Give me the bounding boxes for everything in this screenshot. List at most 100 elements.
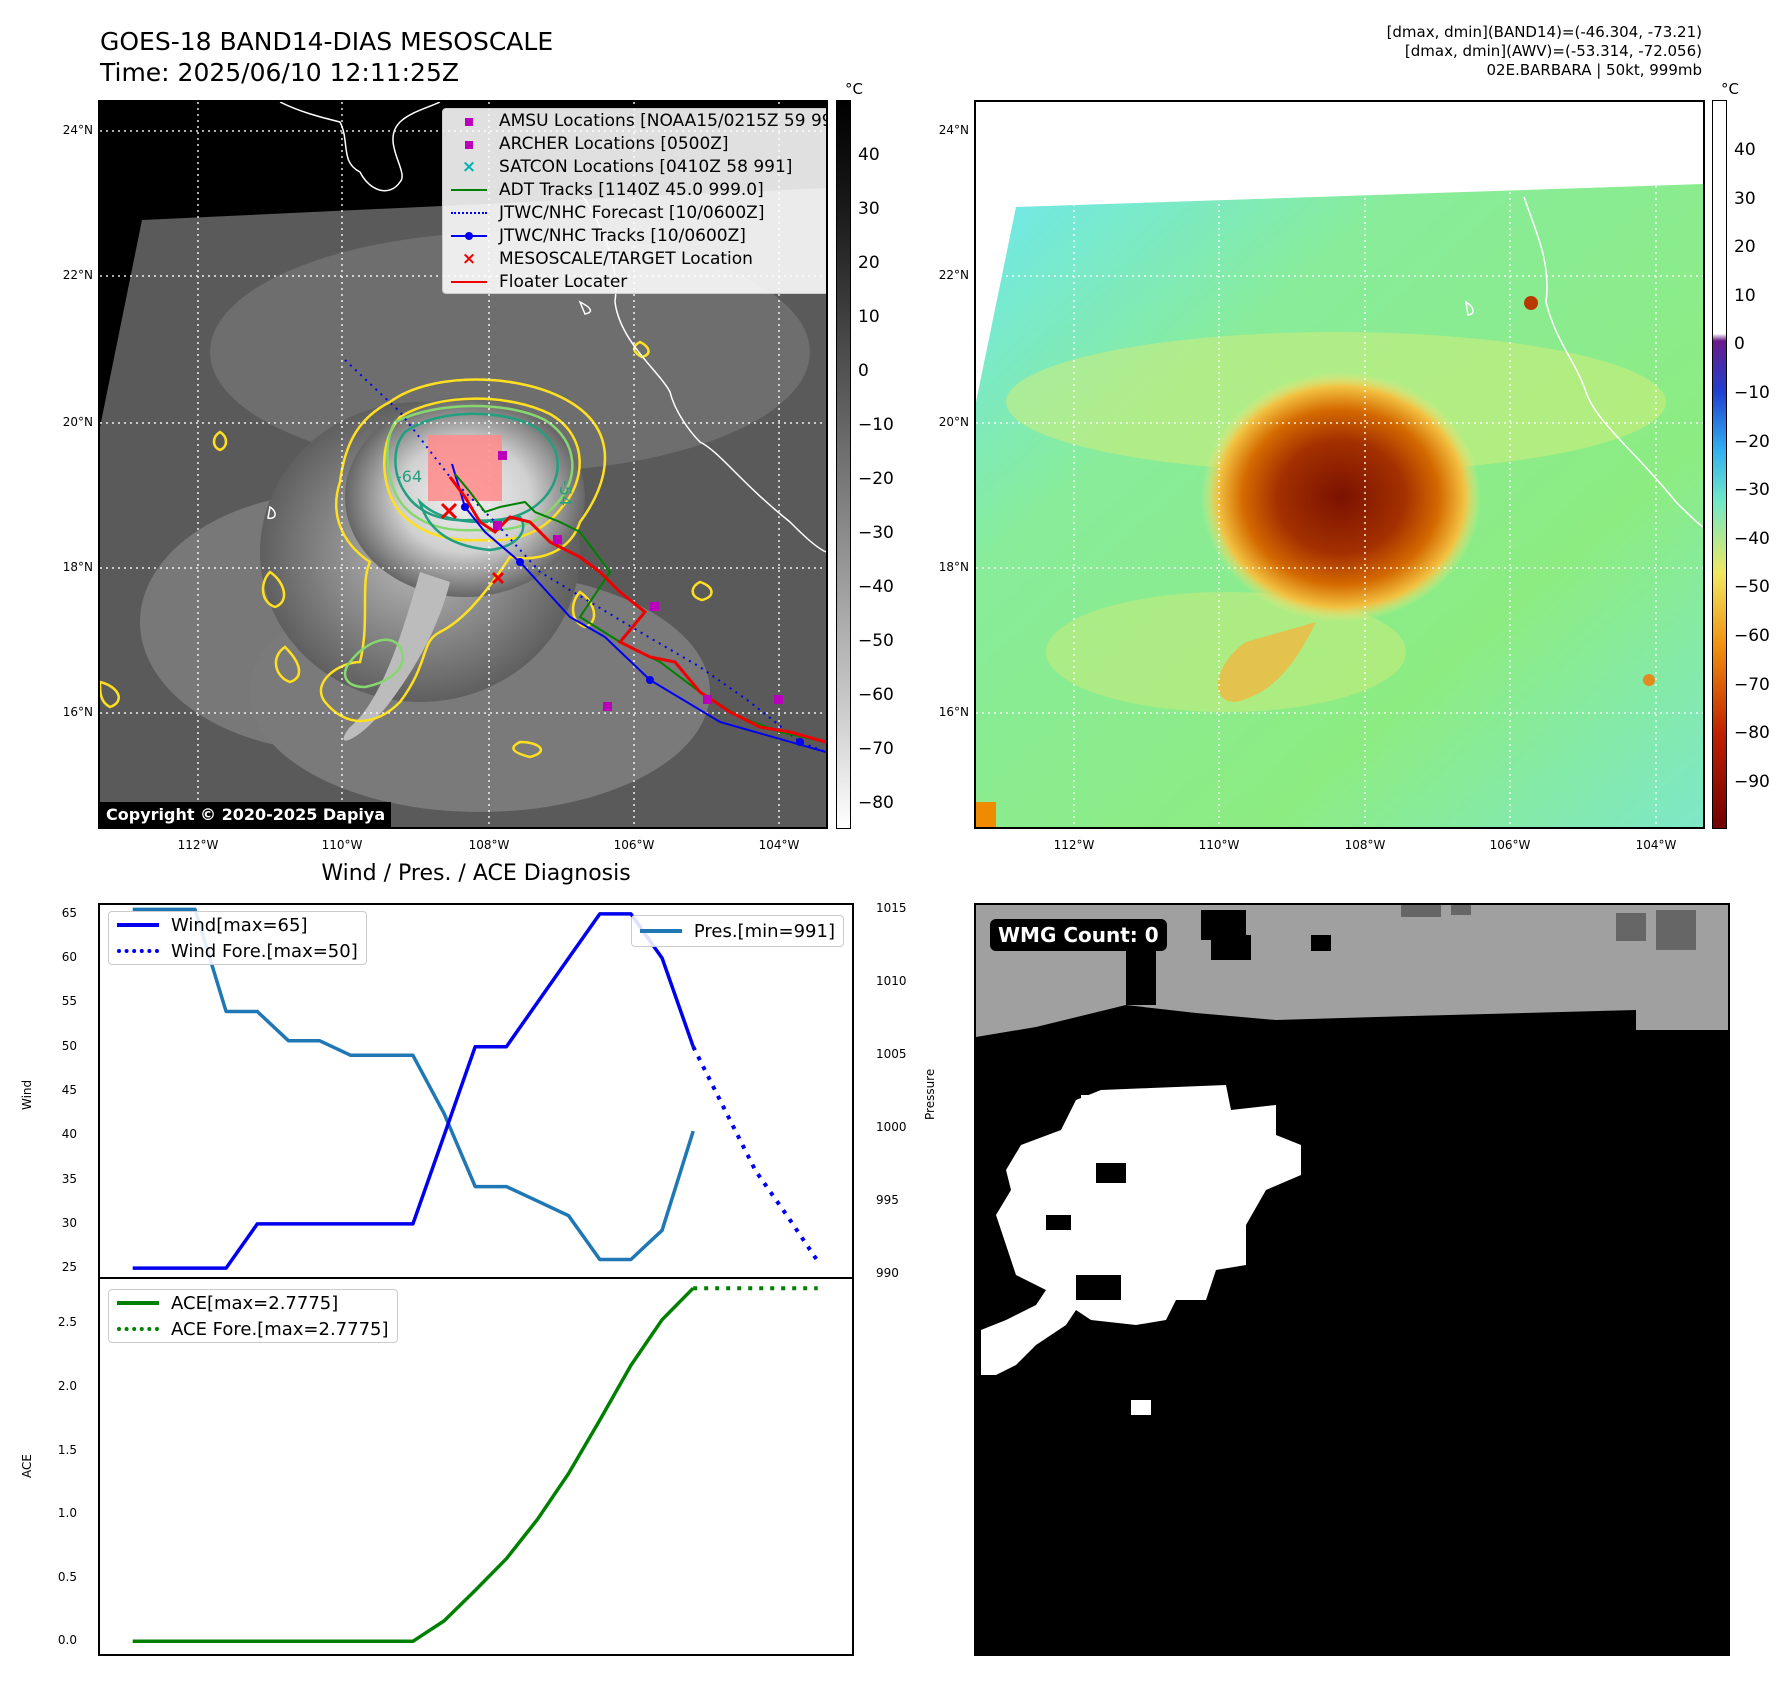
wind-tick: 25 [61, 1260, 77, 1275]
wmg-panel: WMG Count: 0 [974, 903, 1730, 1656]
awv-colorbar-tick: 0 [1734, 334, 1745, 355]
legend-floater: Floater Locater [443, 270, 826, 293]
ace-tick: 2.0 [57, 1379, 77, 1394]
ir-colorbar-tick: −40 [858, 577, 894, 597]
ir-map-panel: -64 -54 [98, 100, 828, 829]
awv-colorbar-tick: 10 [1734, 285, 1756, 306]
wind-tick: 60 [61, 950, 77, 965]
awv-colorbar-tick: −50 [1734, 577, 1770, 598]
lat-label: 24°N [938, 123, 969, 137]
product-title: GOES-18 BAND14-DIAS MESOSCALE [100, 27, 554, 56]
pressure-legend: Pres.[min=991] [630, 915, 844, 947]
awv-colorbar-tick: 40 [1734, 140, 1756, 160]
ace-tick: 0.0 [57, 1633, 77, 1648]
ir-colorbar-tick: −30 [858, 523, 894, 543]
floater-box [428, 435, 502, 501]
lat-label: 16°N [938, 705, 969, 719]
lon-label: 104°W [1635, 838, 1677, 852]
ace-tick: 1.5 [57, 1442, 77, 1457]
ace-legend: ACE[max=2.7775] ACE Fore.[max=2.7775] [108, 1289, 398, 1343]
awv-map-panel [974, 100, 1705, 829]
ir-colorbar [836, 100, 851, 829]
lon-label: 104°W [758, 838, 800, 852]
lon-label: 108°W [468, 838, 510, 852]
ir-colorbar-tick: −80 [858, 793, 894, 813]
ace-tick: 1.0 [57, 1506, 77, 1521]
band14-range: [dmax, dmin](BAND14)=(-46.304, -73.21) [1386, 23, 1702, 41]
legend-satcon: × SATCON Locations [0410Z 58 991] [461, 156, 793, 177]
wind-tick: 35 [61, 1171, 77, 1186]
diagnosis-title: Wind / Pres. / ACE Diagnosis [321, 861, 631, 886]
lat-label: 18°N [62, 560, 93, 574]
legend-ace: ACE[max=2.7775] [109, 1290, 397, 1316]
lon-label: 106°W [1489, 838, 1531, 852]
ir-colorbar-tick: 10 [858, 307, 880, 327]
lat-label: 16°N [62, 705, 93, 719]
ir-colorbar-tick: 30 [858, 199, 880, 219]
wind-axis-label: Wind [20, 1079, 34, 1110]
wind-tick: 65 [61, 905, 77, 920]
legend-pressure: Pres.[min=991] [632, 916, 843, 946]
lon-label: 112°W [177, 838, 219, 852]
legend-target: × MESOSCALE/TARGET Location [461, 248, 753, 269]
wind-pressure-plot [132, 907, 820, 1270]
awv-colorbar-tick: −10 [1734, 383, 1770, 403]
legend-forecast: JTWC/NHC Forecast [10/0600Z] [443, 201, 826, 224]
lon-label: 108°W [1344, 838, 1386, 852]
ir-colorbar-tick: 40 [858, 145, 880, 165]
awv-colorbar [1712, 100, 1727, 829]
ir-colorbar-tick: −50 [858, 631, 894, 651]
ace-axis-label: ACE [20, 1454, 34, 1478]
pressure-tick: 990 [876, 1266, 899, 1281]
wind-tick: 45 [61, 1083, 77, 1097]
awv-colorbar-unit: °C [1721, 80, 1739, 98]
legend-adt: ADT Tracks [1140Z 45.0 999.0] [443, 178, 826, 201]
legend-wind: Wind[max=65] [109, 912, 366, 938]
legend-amsu: AMSU Locations [NOAA15/0215Z 59 990] [443, 109, 826, 132]
ir-colorbar-tick: −20 [858, 469, 894, 489]
awv-range: [dmax, dmin](AWV)=(-53.314, -72.056) [1404, 42, 1702, 60]
storm-info: 02E.BARBARA | 50kt, 999mb [1486, 61, 1702, 79]
lat-label: 20°N [62, 415, 93, 429]
legend-wind-forecast: Wind Fore.[max=50] [109, 938, 366, 964]
awv-colorbar-tick: −90 [1734, 771, 1770, 792]
copyright-badge: Copyright © 2020-2025 Dapiya [100, 802, 392, 827]
ace-plot [132, 1286, 818, 1644]
pressure-line [132, 907, 695, 1262]
ir-colorbar-unit: °C [845, 80, 863, 98]
awv-colorbar-tick: −30 [1734, 480, 1770, 501]
lat-label: 22°N [62, 268, 93, 282]
awv-colorbar-tick: 30 [1734, 188, 1756, 209]
ir-colorbar-tick: 0 [858, 361, 869, 381]
lon-label: 106°W [613, 838, 655, 852]
wind-line [132, 912, 695, 1270]
lat-label: 18°N [938, 560, 969, 574]
target-location [491, 571, 505, 585]
ir-colorbar-tick: 20 [858, 253, 880, 273]
lon-label: 110°W [1198, 838, 1240, 852]
wind-forecast-line [691, 1045, 820, 1263]
lon-label: 112°W [1053, 838, 1095, 852]
legend-tracks: JTWC/NHC Tracks [10/0600Z] [443, 224, 826, 247]
ir-colorbar-tick: −10 [858, 415, 894, 435]
lon-label: 110°W [321, 838, 363, 852]
pressure-tick: 1000 [876, 1120, 907, 1135]
best-track [451, 463, 826, 753]
awv-colorbar-tick: −80 [1734, 723, 1770, 744]
awv-colorbar-tick: 20 [1734, 237, 1756, 258]
contour-label-warm: -54 [556, 480, 575, 506]
lat-label: 20°N [938, 415, 969, 429]
pressure-tick: 1015 [876, 901, 907, 916]
pressure-tick: 995 [876, 1193, 899, 1208]
lat-label: 24°N [62, 123, 93, 137]
contour-label-cold: -64 [396, 467, 422, 486]
awv-colorbar-tick: −40 [1734, 528, 1770, 549]
wind-pressure-chart: Wind[max=65] Wind Fore.[max=50] Pres.[mi… [98, 903, 854, 1279]
lat-label: 22°N [938, 268, 969, 282]
ir-colorbar-tick: −60 [858, 685, 894, 705]
legend-archer: ARCHER Locations [0500Z] [443, 132, 826, 155]
ir-colorbar-tick: −70 [858, 739, 894, 759]
pressure-axis-label: Pressure [923, 1068, 937, 1120]
map-legend: AMSU Locations [NOAA15/0215Z 59 990] ARC… [442, 108, 826, 294]
ace-line [132, 1286, 695, 1644]
